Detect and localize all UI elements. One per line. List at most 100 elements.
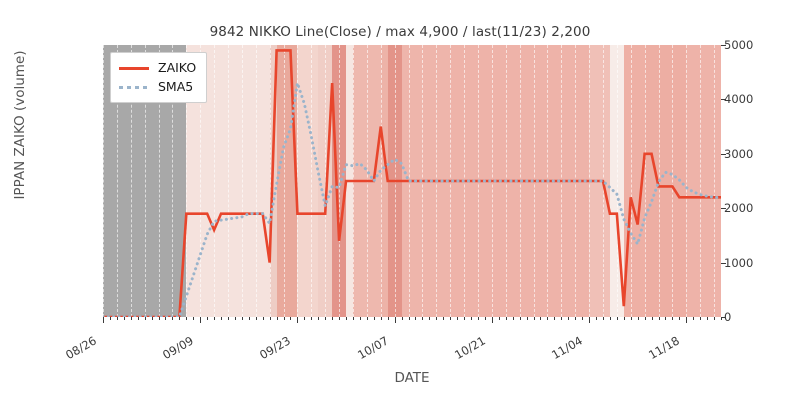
x-tick-minor xyxy=(165,317,167,320)
y-tick-mark xyxy=(721,317,726,318)
background-band xyxy=(623,45,645,317)
x-tick-minor xyxy=(457,317,459,320)
x-tick-minor xyxy=(276,317,278,320)
x-tick-minor xyxy=(144,317,146,320)
x-tick-minor xyxy=(498,317,500,320)
x-tick-minor xyxy=(484,317,486,320)
x-tick-minor xyxy=(290,317,292,320)
gridline xyxy=(172,45,174,317)
gridline xyxy=(283,45,286,317)
x-tick-minor xyxy=(533,317,535,320)
x-tick-minor xyxy=(339,317,341,320)
x-tick-minor xyxy=(623,317,625,320)
background-band xyxy=(686,45,721,317)
legend-label-sma5: SMA5 xyxy=(158,79,194,94)
x-axis-label: DATE xyxy=(394,370,430,386)
x-tick-minor xyxy=(477,317,479,320)
gridline xyxy=(158,45,161,317)
background-band xyxy=(380,45,388,317)
x-tick-minor xyxy=(283,317,285,320)
x-tick-minor xyxy=(554,317,556,320)
x-tick-minor xyxy=(248,317,250,320)
x-tick-minor xyxy=(519,317,521,320)
gridline xyxy=(686,45,688,317)
gridline xyxy=(186,45,188,317)
x-tick-minor xyxy=(665,317,667,320)
gridline xyxy=(255,45,258,317)
x-tick-minor xyxy=(325,317,327,320)
series-line-sma5 xyxy=(103,82,721,317)
y-axis-label: IPPAN ZAIKO (volume) xyxy=(12,50,28,200)
gridline xyxy=(116,45,119,317)
y-tick-mark xyxy=(721,45,726,46)
gridline xyxy=(339,45,341,317)
y-tick-label: 1000 xyxy=(724,255,754,270)
gridline xyxy=(200,45,202,317)
x-tick-minor xyxy=(221,317,223,320)
x-tick-major xyxy=(103,317,104,323)
x-tick-minor xyxy=(526,317,528,320)
x-tick-minor xyxy=(714,317,716,320)
y-tick-label: 3000 xyxy=(724,146,754,161)
gridline xyxy=(714,45,716,317)
gridline xyxy=(672,45,674,317)
x-tick-minor xyxy=(172,317,174,320)
x-tick-minor xyxy=(332,317,334,320)
x-tick-minor xyxy=(304,317,306,320)
series-lines xyxy=(103,49,721,317)
x-tick-minor xyxy=(602,317,604,320)
x-tick-minor xyxy=(547,317,549,320)
x-tick-minor xyxy=(352,317,354,320)
x-tick-minor xyxy=(214,317,216,320)
gridline xyxy=(630,45,633,317)
x-tick-major xyxy=(491,317,493,323)
x-tick-label: 08/26 xyxy=(63,333,99,363)
x-tick-minor xyxy=(575,317,577,320)
y-tick-mark xyxy=(721,262,726,264)
legend-item-sma5: SMA5 xyxy=(119,77,196,96)
x-tick-minor xyxy=(207,317,209,320)
x-tick-major xyxy=(686,317,688,323)
x-tick-minor xyxy=(116,317,118,320)
x-tick-major xyxy=(297,317,299,323)
x-tick-minor xyxy=(346,317,348,320)
chart-legend: ZAIKO SMA5 xyxy=(110,52,208,103)
gridline xyxy=(644,45,647,317)
x-tick-minor xyxy=(609,317,611,320)
x-tick-minor xyxy=(658,317,660,320)
y-tick-mark xyxy=(721,99,726,101)
x-tick-minor xyxy=(679,317,681,320)
x-tick-minor xyxy=(443,317,445,320)
gridline xyxy=(214,45,216,317)
sma5-line-swatch xyxy=(119,81,149,93)
x-tick-minor xyxy=(450,317,452,320)
x-tick-label: 11/04 xyxy=(549,333,585,363)
x-tick-minor xyxy=(637,317,639,320)
x-tick-minor xyxy=(366,317,368,320)
x-tick-minor xyxy=(721,317,722,320)
y-tick-mark xyxy=(721,153,726,155)
x-tick-minor xyxy=(644,317,646,320)
x-tick-minor xyxy=(241,317,243,320)
x-tick-minor xyxy=(596,317,597,320)
x-tick-minor xyxy=(582,317,584,320)
x-tick-minor xyxy=(137,317,139,320)
x-tick-minor xyxy=(380,317,382,320)
x-tick-label: 10/07 xyxy=(354,333,391,363)
zaiko-line-swatch xyxy=(119,62,149,74)
y-tick-mark xyxy=(721,208,726,210)
x-tick-label: 09/09 xyxy=(160,333,197,363)
gridline xyxy=(380,45,383,317)
gridline xyxy=(130,45,133,317)
x-tick-label: 11/18 xyxy=(646,333,683,363)
y-tick-label: 0 xyxy=(724,310,732,324)
x-tick-minor xyxy=(707,317,709,320)
x-tick-minor xyxy=(151,317,153,320)
gridline xyxy=(700,45,702,317)
x-tick-minor xyxy=(318,317,320,320)
gridline xyxy=(241,45,244,317)
gridline xyxy=(616,45,619,317)
x-tick-minor xyxy=(123,317,125,320)
x-tick-minor xyxy=(512,317,514,320)
